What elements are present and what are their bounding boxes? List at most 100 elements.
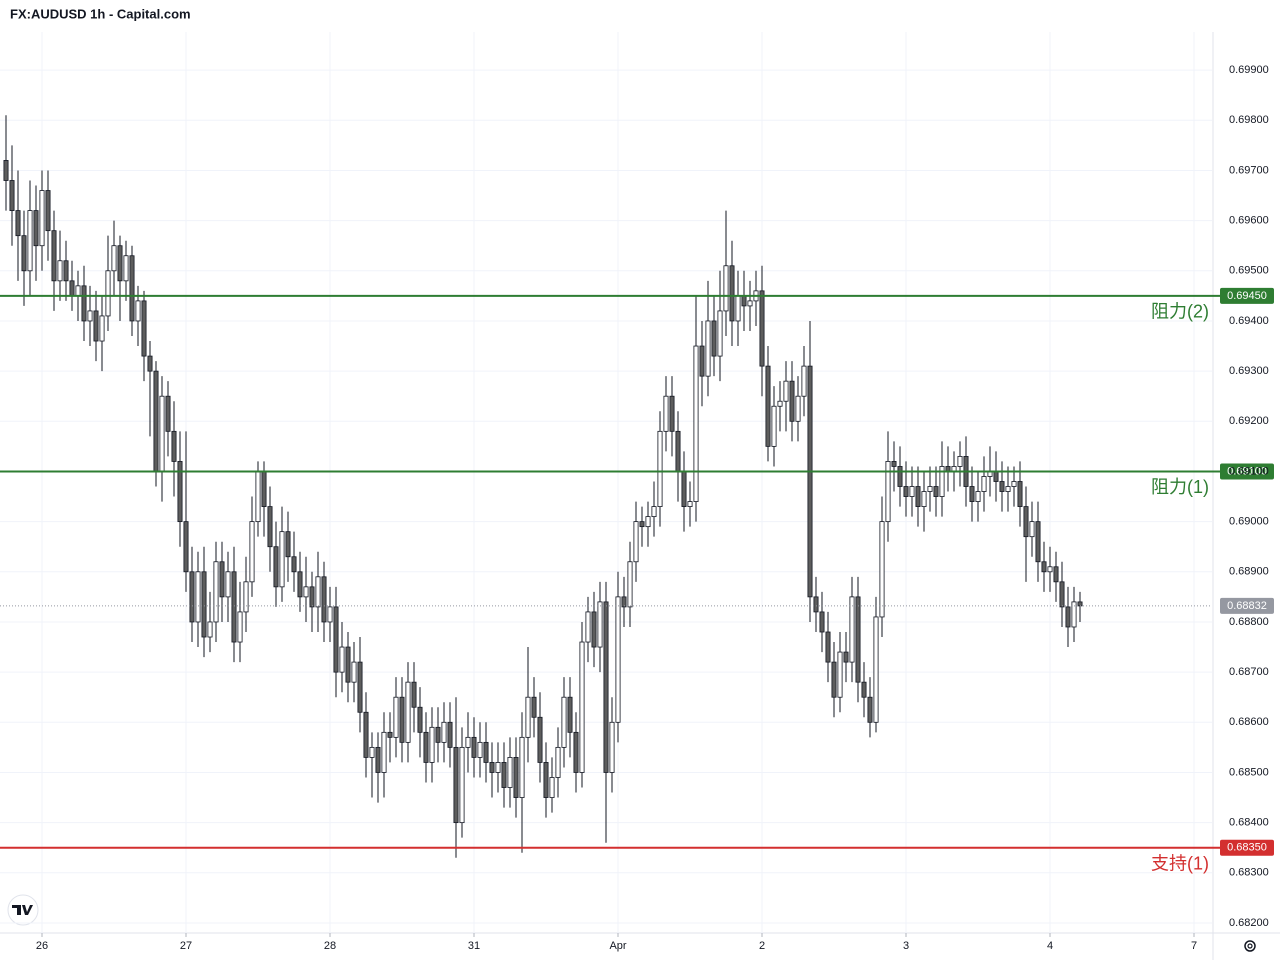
candle-body	[1071, 601, 1077, 628]
candle-body	[813, 596, 819, 613]
y-tick-label: 0.68300	[1229, 867, 1269, 879]
candle-body	[597, 601, 603, 648]
candle-body	[1077, 601, 1083, 607]
candle-body	[33, 210, 39, 247]
candle-body	[381, 731, 387, 773]
candle-body	[483, 741, 489, 763]
candle-body	[693, 345, 699, 502]
tv-logo[interactable]	[7, 894, 39, 926]
candle-body	[1023, 506, 1029, 538]
candle-body	[81, 285, 87, 322]
x-tick-label: 28	[324, 940, 336, 952]
x-tick-label: 26	[36, 940, 48, 952]
candle-body	[927, 486, 933, 492]
candle-body	[699, 345, 705, 377]
last-price-tag	[1220, 597, 1274, 614]
x-tick-label: Apr	[609, 940, 626, 952]
y-tick-label: 0.69300	[1229, 365, 1269, 377]
candle-body	[159, 395, 165, 472]
candle-body	[9, 180, 15, 211]
overlays: 0.68832 0.69450 阻力(2) 0.69100 阻力(1) 0.68350 支持…	[0, 287, 1274, 873]
candle-body	[261, 471, 267, 507]
candle-body	[135, 300, 141, 322]
candle-body	[441, 721, 447, 743]
y-tick-label: 0.68500	[1229, 766, 1269, 778]
y-tick-label: 0.69400	[1229, 315, 1269, 327]
candle-body	[789, 380, 795, 422]
candle-body	[705, 320, 711, 377]
candle-body	[1005, 486, 1011, 492]
candle-body	[255, 471, 261, 523]
candle-body	[657, 430, 663, 507]
y-tick-label: 0.69700	[1229, 164, 1269, 176]
settings-icon[interactable]	[1244, 940, 1256, 952]
candle-body	[873, 616, 879, 723]
candle-body	[885, 461, 891, 523]
level-tag	[1220, 287, 1274, 304]
candle-body	[687, 501, 693, 507]
chart-title: FX:AUDUSD 1h - Capital.com	[10, 6, 191, 21]
candle-body	[225, 571, 231, 598]
candle-body	[249, 521, 255, 583]
x-tick-label: 31	[468, 940, 480, 952]
y-tick-label: 0.69800	[1229, 114, 1269, 126]
candle-body	[843, 651, 849, 663]
y-tick-label: 0.69100	[1229, 465, 1269, 477]
candle-body	[741, 295, 747, 307]
candle-body	[171, 430, 177, 462]
x-tick-label: 3	[903, 940, 909, 952]
candle-body	[45, 190, 51, 232]
candle-body	[141, 300, 147, 357]
candle-body	[471, 736, 477, 758]
candle-body	[201, 571, 207, 638]
candle-body	[423, 731, 429, 763]
y-tick-label: 0.68900	[1229, 566, 1269, 578]
candle-body	[111, 245, 117, 272]
y-tick-label: 0.69000	[1229, 516, 1269, 528]
candle-body	[3, 160, 9, 181]
level-price-label: 0.69100	[1227, 465, 1267, 477]
last-price-label: 0.68832	[1227, 600, 1267, 612]
candle-body	[57, 260, 63, 282]
candle-body	[75, 285, 81, 297]
candle-body	[591, 611, 597, 648]
y-tick-label: 0.68800	[1229, 616, 1269, 628]
candle-body	[543, 762, 549, 798]
candle-body	[735, 295, 741, 322]
candle-body	[1011, 481, 1017, 487]
x-tick-label: 2	[759, 940, 765, 952]
candle-body	[129, 255, 135, 322]
candle-body	[105, 270, 111, 317]
candle-body	[291, 556, 297, 573]
y-tick-label: 0.68700	[1229, 666, 1269, 678]
candle-body	[1053, 566, 1059, 583]
candle-body	[747, 300, 753, 307]
candle-body	[561, 696, 567, 748]
candle-body	[537, 716, 543, 763]
candle-body	[807, 365, 813, 598]
candle-body	[621, 596, 627, 608]
candle-body	[393, 696, 399, 738]
candle-body	[609, 721, 615, 773]
candle-body	[183, 521, 189, 573]
x-tick-label: 4	[1047, 940, 1053, 952]
candle-body	[519, 736, 525, 798]
candle-body	[795, 395, 801, 422]
y-tick-label: 0.68400	[1229, 817, 1269, 829]
candle-body	[939, 466, 945, 497]
candle-body	[177, 461, 183, 523]
candle-body	[477, 741, 483, 758]
candle-body	[855, 596, 861, 683]
level-name: 阻力(1)	[1151, 477, 1209, 497]
candle-body	[231, 571, 237, 643]
candle-body	[615, 596, 621, 723]
candle-body	[633, 521, 639, 563]
candle-body	[957, 456, 963, 467]
candle-body	[969, 486, 975, 502]
candle-body	[207, 621, 213, 638]
candle-body	[51, 230, 57, 282]
candle-body	[915, 486, 921, 507]
candle-body	[1059, 581, 1065, 608]
